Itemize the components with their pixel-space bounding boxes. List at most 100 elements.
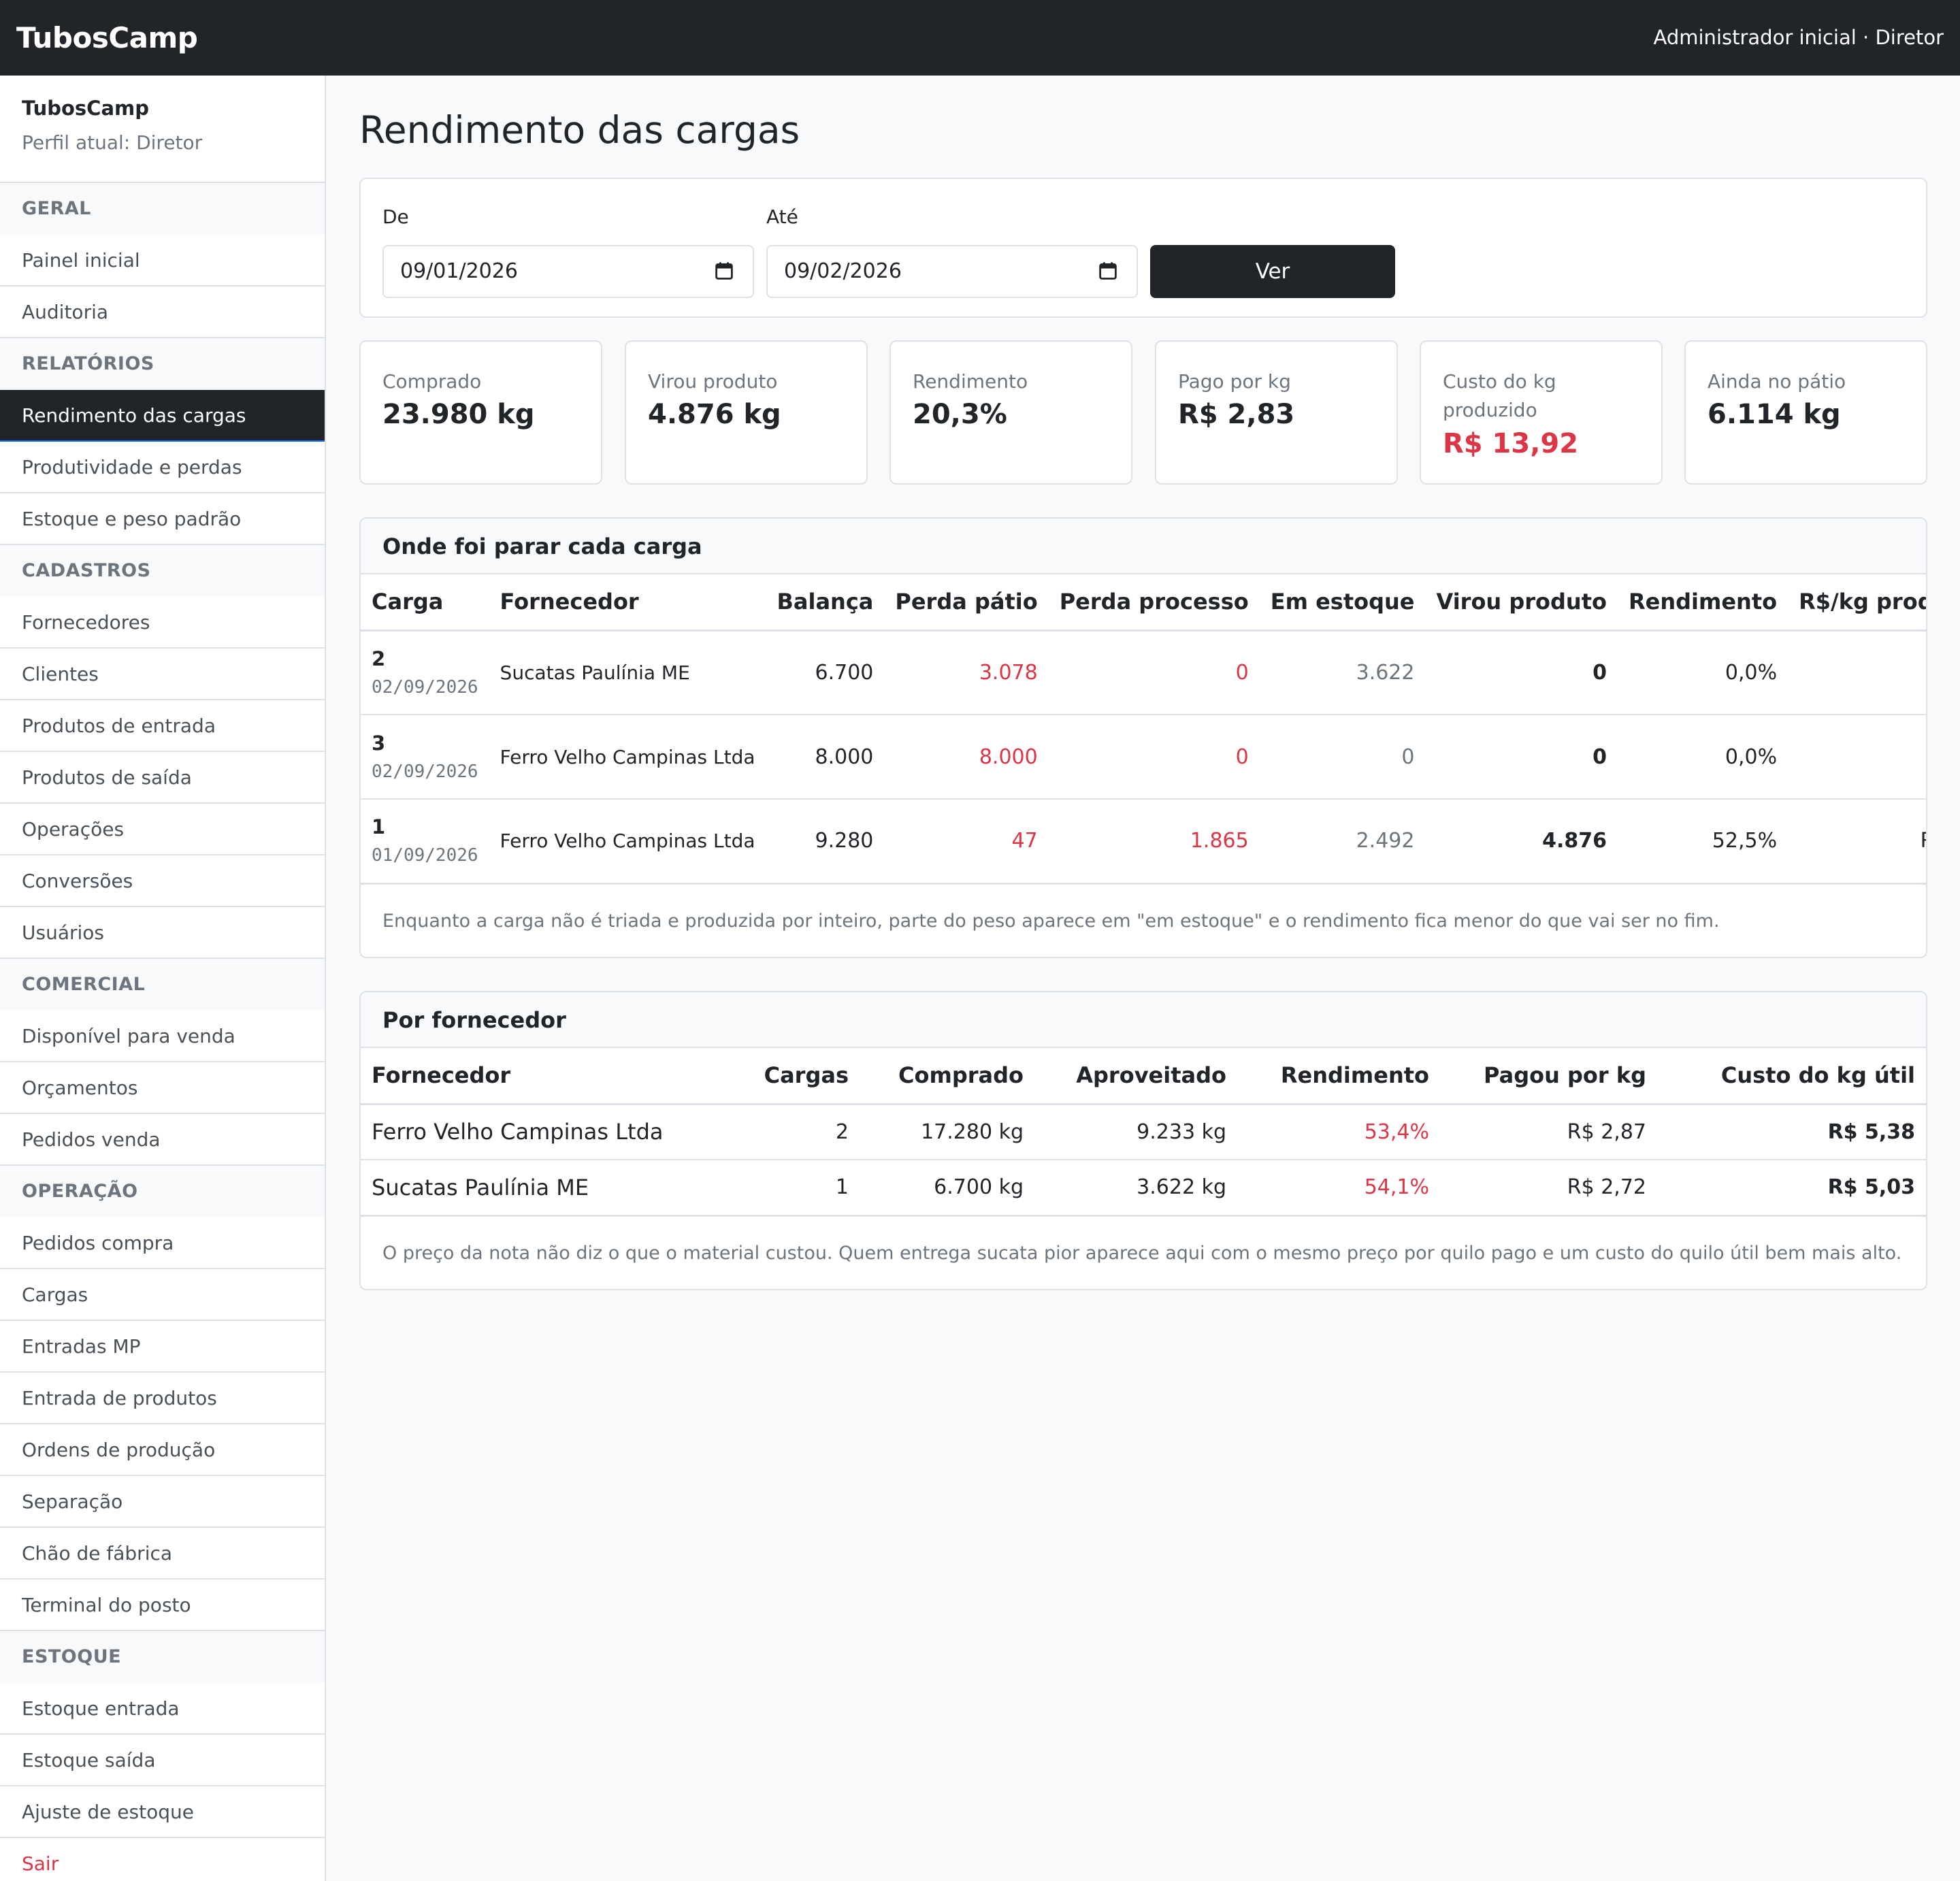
carga-id[interactable]: 1 — [372, 815, 386, 839]
logout-link[interactable]: Sair — [22, 1852, 59, 1875]
table-header-row: Carga Fornecedor Balança Perda pátio Per… — [361, 574, 1926, 632]
cell-aproveitado: 9.233 kg — [1034, 1104, 1237, 1160]
cell-perda-processo: 1.865 — [1048, 799, 1260, 885]
carga-date: 02/09/2026 — [372, 761, 478, 782]
sidebar-item-conversoes[interactable]: Conversões — [0, 855, 325, 907]
sidebar-item-ajuste-de-estoque[interactable]: Ajuste de estoque — [0, 1786, 325, 1838]
cell-perda-patio: 8.000 — [884, 715, 1049, 800]
sidebar-item-painel-inicial[interactable]: Painel inicial — [0, 235, 325, 287]
kpi-value: 20,3% — [913, 399, 1007, 430]
user-info[interactable]: Administrador inicial · Diretor — [1653, 26, 1944, 49]
sidebar-item-chao-de-fabrica[interactable]: Chão de fábrica — [0, 1528, 325, 1580]
sidebar-section-estoque: ESTOQUE — [0, 1631, 325, 1683]
sidebar-item-usuarios[interactable]: Usuários — [0, 907, 325, 959]
cell-em-estoque: 2.492 — [1259, 799, 1426, 885]
sidebar-item-estoque-saida[interactable]: Estoque saída — [0, 1735, 325, 1786]
to-date-input[interactable]: 09/02/2026 — [766, 245, 1138, 298]
page-title: Rendimento das cargas — [359, 108, 800, 152]
sidebar-item-produtos-de-saida[interactable]: Produtos de saída — [0, 752, 325, 804]
sidebar-section-relatorios: RELATÓRIOS — [0, 338, 325, 390]
sidebar-item-estoque-entrada[interactable]: Estoque entrada — [0, 1683, 325, 1735]
sidebar: TubosCamp Perfil atual: Diretor GERAL Pa… — [0, 76, 326, 1881]
carga-id[interactable]: 3 — [372, 731, 386, 755]
cell-virou-produto: 0 — [1425, 715, 1618, 800]
from-date-value: 09/01/2026 — [400, 259, 518, 283]
sidebar-item-fornecedores[interactable]: Fornecedores — [0, 597, 325, 649]
cell-balanca: 8.000 — [766, 715, 885, 800]
col-comprado: Comprado — [860, 1048, 1034, 1105]
sidebar-section-operacao: OPERAÇÃO — [0, 1166, 325, 1217]
col-perda-processo: Perda processo — [1048, 574, 1260, 632]
cargas-note: Enquanto a carga não é triada e produzid… — [382, 910, 1720, 932]
sidebar-item-orcamentos[interactable]: Orçamentos — [0, 1062, 325, 1114]
sidebar-item-produtividade-e-perdas[interactable]: Produtividade e perdas — [0, 442, 325, 493]
sidebar-item-entradas-mp[interactable]: Entradas MP — [0, 1321, 325, 1373]
cell-cargas: 2 — [742, 1104, 860, 1160]
sidebar-item-pedidos-venda[interactable]: Pedidos venda — [0, 1114, 325, 1166]
calendar-icon[interactable] — [715, 261, 734, 280]
fornecedores-card: Por fornecedor Fornecedor Cargas Comprad… — [359, 991, 1927, 1290]
sidebar-item-auditoria[interactable]: Auditoria — [0, 287, 325, 338]
from-date-label: De — [382, 206, 409, 228]
cell-fornecedor: Sucatas Paulínia ME — [489, 630, 766, 715]
kpi-card-comprado: Comprado 23.980 kg — [359, 340, 602, 485]
sidebar-item-entrada-de-produtos[interactable]: Entrada de produtos — [0, 1373, 325, 1424]
table-row: 3 02/09/2026 Ferro Velho Campinas Ltda 8.… — [361, 715, 1926, 800]
sidebar-menu: GERAL Painel inicial Auditoria RELATÓRIO… — [0, 183, 325, 1881]
carga-id[interactable]: 2 — [372, 647, 386, 670]
fornecedores-table: Fornecedor Cargas Comprado Aproveitado R… — [361, 1048, 1926, 1217]
top-navbar: TubosCamp Administrador inicial · Direto… — [0, 0, 1960, 76]
col-perda-patio: Perda pátio — [884, 574, 1049, 632]
fornecedores-card-title: Por fornecedor — [361, 992, 1926, 1048]
cell-custo-kg-util: R$ 5,38 — [1657, 1104, 1926, 1160]
sidebar-item-ordens-de-producao[interactable]: Ordens de produção — [0, 1424, 325, 1476]
col-cargas: Cargas — [742, 1048, 860, 1105]
col-virou-produto: Virou produto — [1425, 574, 1618, 632]
cell-fornecedor: Ferro Velho Campinas Ltda — [361, 1104, 742, 1160]
to-date-value: 09/02/2026 — [784, 259, 902, 283]
cell-rs-kg: — — [1788, 630, 1926, 715]
sidebar-item-produtos-de-entrada[interactable]: Produtos de entrada — [0, 700, 325, 752]
col-rendimento: Rendimento — [1617, 574, 1788, 632]
brand-logo[interactable]: TubosCamp — [16, 21, 198, 54]
table-row: Sucatas Paulínia ME 1 6.700 kg 3.622 kg … — [361, 1160, 1926, 1217]
col-balanca: Balança — [766, 574, 885, 632]
cell-perda-patio: 47 — [884, 799, 1049, 885]
sidebar-item-estoque-e-peso-padrao[interactable]: Estoque e peso padrão — [0, 493, 325, 545]
cell-perda-processo: 0 — [1048, 630, 1260, 715]
cell-cargas: 1 — [742, 1160, 860, 1217]
kpi-label: Comprado — [382, 370, 482, 393]
calendar-icon[interactable] — [1098, 261, 1117, 280]
col-pagou-por-kg: Pagou por kg — [1440, 1048, 1657, 1105]
cell-rendimento: 52,5% — [1617, 799, 1788, 885]
col-custo-kg-util: Custo do kg útil — [1657, 1048, 1926, 1105]
cell-fornecedor: Ferro Velho Campinas Ltda — [489, 715, 766, 800]
kpi-value: 4.876 kg — [648, 399, 781, 430]
sidebar-item-pedidos-compra[interactable]: Pedidos compra — [0, 1217, 325, 1269]
sidebar-profile: Perfil atual: Diretor — [22, 131, 203, 154]
col-fornecedor: Fornecedor — [361, 1048, 742, 1105]
sidebar-item-disponivel-para-venda[interactable]: Disponível para venda — [0, 1011, 325, 1062]
sidebar-title: TubosCamp — [22, 97, 150, 120]
sidebar-item-separacao[interactable]: Separação — [0, 1476, 325, 1528]
kpi-label: Ainda no pátio — [1708, 370, 1846, 393]
cargas-card-title: Onde foi parar cada carga — [361, 519, 1926, 574]
sidebar-item-terminal-do-posto[interactable]: Terminal do posto — [0, 1580, 325, 1631]
cell-custo-kg-util: R$ 5,03 — [1657, 1160, 1926, 1217]
carga-date: 02/09/2026 — [372, 676, 478, 698]
col-carga: Carga — [361, 574, 489, 632]
cell-rendimento: 0,0% — [1617, 630, 1788, 715]
sidebar-item-operacoes[interactable]: Operações — [0, 804, 325, 855]
sidebar-item-clientes[interactable]: Clientes — [0, 649, 325, 700]
kpi-value: 6.114 kg — [1708, 399, 1841, 430]
sidebar-item-cargas[interactable]: Cargas — [0, 1269, 325, 1321]
cell-rendimento: 0,0% — [1617, 715, 1788, 800]
view-button[interactable]: Ver — [1150, 245, 1395, 298]
sidebar-item-rendimento-das-cargas[interactable]: Rendimento das cargas — [0, 390, 325, 442]
from-date-input[interactable]: 09/01/2026 — [382, 245, 754, 298]
kpi-card-virou-produto: Virou produto 4.876 kg — [625, 340, 868, 485]
kpi-value: R$ 2,83 — [1178, 399, 1295, 430]
cell-virou-produto: 4.876 — [1425, 799, 1618, 885]
cell-rendimento: 54,1% — [1237, 1160, 1440, 1217]
cell-virou-produto: 0 — [1425, 630, 1618, 715]
